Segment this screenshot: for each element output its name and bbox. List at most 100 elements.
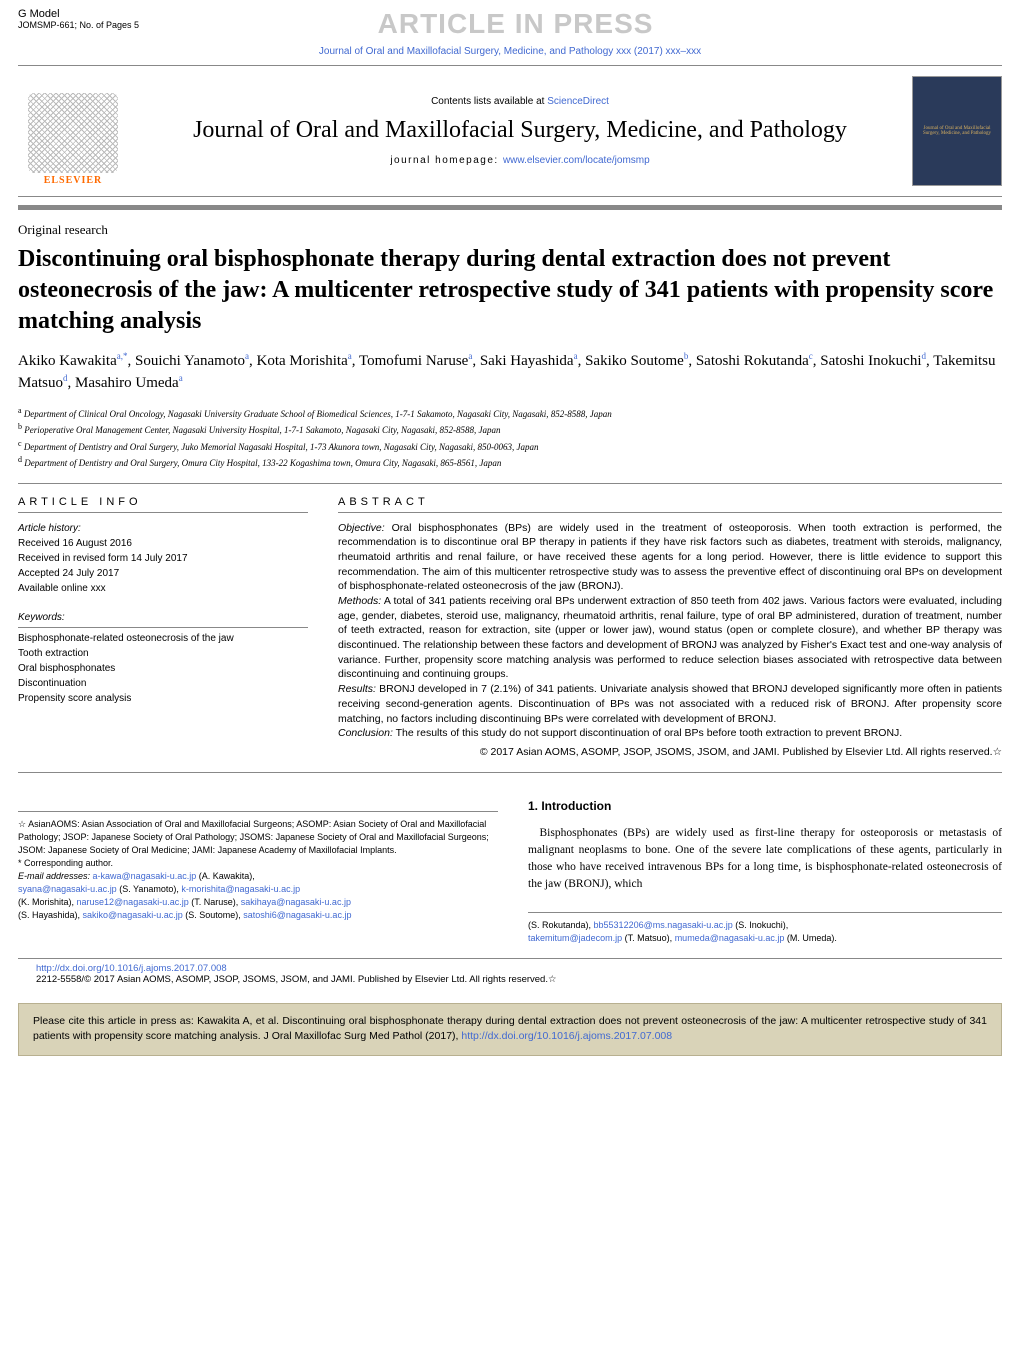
affiliation: Perioperative Oral Management Center, Na… bbox=[24, 425, 500, 435]
abstract-objective: Oral bisphosphonates (BPs) are widely us… bbox=[338, 522, 1002, 593]
email-link[interactable]: syana@nagasaki-u.ac.jp bbox=[18, 884, 117, 894]
gmodel-label: G Model bbox=[18, 8, 139, 20]
article-title: Discontinuing oral bisphosphonate therap… bbox=[0, 244, 1020, 350]
history-accepted: Accepted 24 July 2017 bbox=[18, 566, 308, 581]
elsevier-logo-text: ELSEVIER bbox=[44, 175, 103, 186]
abstract-copyright: © 2017 Asian AOMS, ASOMP, JSOP, JSOMS, J… bbox=[338, 745, 1002, 760]
footnote-col: ☆ AsianAOMS: Asian Association of Oral a… bbox=[18, 797, 498, 946]
history-label: Article history: bbox=[18, 521, 308, 536]
sciencedirect-link[interactable]: ScienceDirect bbox=[547, 96, 609, 107]
author-list: Akiko Kawakitaa,*, Souichi Yanamotoa, Ko… bbox=[0, 350, 1020, 401]
author: Souichi Yanamoto bbox=[135, 353, 245, 369]
history-received: Received 16 August 2016 bbox=[18, 536, 308, 551]
keywords-label: Keywords: bbox=[18, 610, 308, 628]
info-abstract-row: article info Article history: Received 1… bbox=[0, 484, 1020, 760]
journal-ref-link[interactable]: Journal of Oral and Maxillofacial Surger… bbox=[0, 44, 1020, 65]
gmodel-block: G Model JOMSMP-661; No. of Pages 5 bbox=[18, 8, 139, 30]
contents-line: Contents lists available at ScienceDirec… bbox=[142, 96, 898, 107]
citation-doi-link[interactable]: http://dx.doi.org/10.1016/j.ajoms.2017.0… bbox=[461, 1030, 672, 1042]
abstract-col: abstract Objective: Oral bisphosphonates… bbox=[338, 484, 1002, 760]
abstract-objective-label: Objective: bbox=[338, 522, 385, 534]
email-link[interactable]: sakiko@nagasaki-u.ac.jp bbox=[83, 910, 183, 920]
abstract-results: BRONJ developed in 7 (2.1%) of 341 patie… bbox=[338, 683, 1002, 724]
intro-col: 1. Introduction Bisphosphonates (BPs) ar… bbox=[528, 797, 1002, 946]
cover-caption: Journal of Oral and Maxillofacial Surger… bbox=[917, 126, 997, 136]
journal-cover-thumb: Journal of Oral and Maxillofacial Surger… bbox=[912, 76, 1002, 186]
email-label: E-mail addresses: bbox=[18, 871, 93, 881]
article-info-heading: article info bbox=[18, 484, 308, 513]
affil-sup: d bbox=[63, 373, 68, 383]
author: Satoshi Inokuchi bbox=[820, 353, 921, 369]
article-type: Original research bbox=[0, 222, 1020, 244]
article-history: Article history: Received 16 August 2016… bbox=[18, 521, 308, 596]
affil-sup: c bbox=[809, 351, 813, 361]
elsevier-logo: ELSEVIER bbox=[18, 76, 128, 186]
abstract-conclusion: The results of this study do not support… bbox=[393, 727, 902, 739]
masthead: ELSEVIER Contents lists available at Sci… bbox=[18, 65, 1002, 197]
keywords: Keywords: Bisphosphonate-related osteone… bbox=[18, 610, 308, 706]
affiliation: Department of Dentistry and Oral Surgery… bbox=[24, 458, 501, 468]
email-link[interactable]: takemitum@jadecom.jp bbox=[528, 933, 622, 943]
journal-homepage: journal homepage: www.elsevier.com/locat… bbox=[142, 155, 898, 166]
author: Sakiko Soutome bbox=[585, 353, 684, 369]
intro-heading: 1. Introduction bbox=[528, 797, 1002, 815]
author: Saki Hayashida bbox=[480, 353, 574, 369]
intro-para: Bisphosphonates (BPs) are widely used as… bbox=[528, 825, 1002, 894]
gmodel-ref: JOMSMP-661; No. of Pages 5 bbox=[18, 20, 139, 30]
article-info-col: article info Article history: Received 1… bbox=[18, 484, 308, 760]
doi-link[interactable]: http://dx.doi.org/10.1016/j.ajoms.2017.0… bbox=[36, 963, 227, 974]
keyword: Discontinuation bbox=[18, 676, 308, 691]
affil-sup: a bbox=[348, 351, 352, 361]
abstract-conclusion-label: Conclusion: bbox=[338, 727, 393, 739]
abstract-methods: A total of 341 patients receiving oral B… bbox=[338, 595, 1002, 680]
affil-sup: a bbox=[468, 351, 472, 361]
elsevier-tree-icon bbox=[28, 93, 118, 173]
masthead-rule bbox=[18, 205, 1002, 210]
homepage-label: journal homepage: bbox=[390, 155, 503, 166]
abstract-body: Objective: Oral bisphosphonates (BPs) ar… bbox=[338, 521, 1002, 760]
affil-sup: a bbox=[245, 351, 249, 361]
author: Akiko Kawakita bbox=[18, 353, 117, 369]
keyword: Tooth extraction bbox=[18, 646, 308, 661]
issn-copyright: 2212-5558/© 2017 Asian AOMS, ASOMP, JSOP… bbox=[36, 974, 557, 985]
email-addresses-cont: (S. Rokutanda), bb55312206@ms.nagasaki-u… bbox=[528, 912, 1002, 946]
email-link[interactable]: mumeda@nagasaki-u.ac.jp bbox=[675, 933, 785, 943]
affil-sup: a,* bbox=[117, 351, 128, 361]
lower-row: ☆ AsianAOMS: Asian Association of Oral a… bbox=[0, 773, 1020, 958]
doi-block: http://dx.doi.org/10.1016/j.ajoms.2017.0… bbox=[18, 958, 1002, 989]
history-online: Available online xxx bbox=[18, 581, 308, 596]
corresponding-author-note: * Corresponding author. bbox=[18, 857, 498, 870]
email-link[interactable]: bb55312206@ms.nagasaki-u.ac.jp bbox=[594, 920, 733, 930]
affil-sup: a bbox=[574, 351, 578, 361]
affil-sup: a bbox=[179, 373, 183, 383]
affil-sup: d bbox=[922, 351, 927, 361]
author: Satoshi Rokutanda bbox=[696, 353, 809, 369]
author: Kota Morishita bbox=[257, 353, 348, 369]
citation-box: Please cite this article in press as: Ka… bbox=[18, 1003, 1002, 1057]
email-link[interactable]: a-kawa@nagasaki-u.ac.jp bbox=[93, 871, 197, 881]
affil-sup: b bbox=[684, 351, 689, 361]
email-link[interactable]: satoshi6@nagasaki-u.ac.jp bbox=[243, 910, 351, 920]
abstract-heading: abstract bbox=[338, 484, 1002, 513]
abstract-results-label: Results: bbox=[338, 683, 376, 695]
email-addresses: E-mail addresses: a-kawa@nagasaki-u.ac.j… bbox=[18, 870, 498, 922]
email-link[interactable]: k-morishita@nagasaki-u.ac.jp bbox=[181, 884, 300, 894]
author: Masahiro Umeda bbox=[75, 375, 179, 391]
abstract-methods-label: Methods: bbox=[338, 595, 381, 607]
article-in-press-banner: ARTICLE IN PRESS bbox=[378, 8, 654, 40]
contents-text: Contents lists available at bbox=[431, 96, 547, 107]
masthead-center: Contents lists available at ScienceDirec… bbox=[142, 96, 898, 166]
journal-title: Journal of Oral and Maxillofacial Surger… bbox=[142, 115, 898, 145]
author: Tomofumi Naruse bbox=[359, 353, 468, 369]
societies-footnote: ☆ AsianAOMS: Asian Association of Oral a… bbox=[18, 811, 498, 857]
keyword: Propensity score analysis bbox=[18, 691, 308, 706]
email-link[interactable]: naruse12@nagasaki-u.ac.jp bbox=[77, 897, 189, 907]
keyword: Bisphosphonate-related osteonecrosis of … bbox=[18, 631, 308, 646]
keyword: Oral bisphosphonates bbox=[18, 661, 308, 676]
running-header: G Model JOMSMP-661; No. of Pages 5 ARTIC… bbox=[0, 0, 1020, 44]
email-link[interactable]: sakihaya@nagasaki-u.ac.jp bbox=[241, 897, 351, 907]
affiliation-list: a Department of Clinical Oral Oncology, … bbox=[0, 401, 1020, 471]
affiliation: Department of Dentistry and Oral Surgery… bbox=[24, 442, 539, 452]
homepage-url[interactable]: www.elsevier.com/locate/jomsmp bbox=[503, 155, 650, 166]
history-revised: Received in revised form 14 July 2017 bbox=[18, 551, 308, 566]
